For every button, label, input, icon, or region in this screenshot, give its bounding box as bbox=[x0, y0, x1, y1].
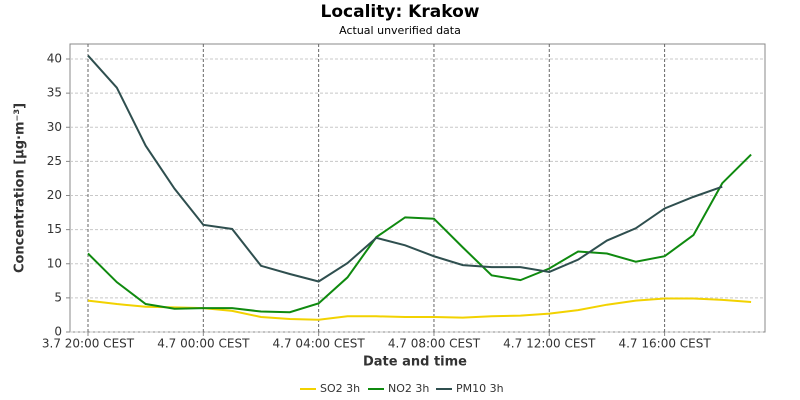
chart-title: Locality: Krakow bbox=[321, 2, 480, 22]
x-tick-label: 4.7 08:00 CEST bbox=[388, 337, 481, 351]
x-axis-label: Date and time bbox=[363, 355, 467, 370]
y-tick-label: 15 bbox=[47, 222, 62, 236]
y-tick-label: 40 bbox=[47, 52, 62, 66]
y-tick-label: 10 bbox=[47, 256, 62, 270]
y-tick-label: 5 bbox=[54, 290, 62, 304]
legend-label: SO2 3h bbox=[320, 382, 360, 395]
series-line bbox=[87, 54, 723, 283]
x-tick-label: 4.7 04:00 CEST bbox=[273, 337, 366, 351]
y-tick-label: 30 bbox=[47, 120, 62, 134]
y-tick-label: 25 bbox=[47, 154, 62, 168]
legend-label: PM10 3h bbox=[456, 382, 504, 395]
chart-subtitle: Actual unverified data bbox=[339, 24, 461, 37]
y-tick-label: 35 bbox=[47, 86, 62, 100]
x-tick-label: 4.7 12:00 CEST bbox=[503, 337, 596, 351]
series-line bbox=[87, 153, 752, 314]
x-tick-label: 4.7 16:00 CEST bbox=[618, 337, 711, 351]
y-tick-label: 0 bbox=[54, 325, 62, 339]
y-tick-label: 20 bbox=[47, 188, 62, 202]
legend-label: NO2 3h bbox=[388, 382, 429, 395]
x-tick-label: 4.7 00:00 CEST bbox=[157, 337, 250, 351]
x-tick-label: 3.7 20:00 CEST bbox=[42, 337, 135, 351]
y-axis-label: Concentration [µg·m⁻³] bbox=[13, 103, 28, 273]
plot-area bbox=[69, 43, 766, 333]
